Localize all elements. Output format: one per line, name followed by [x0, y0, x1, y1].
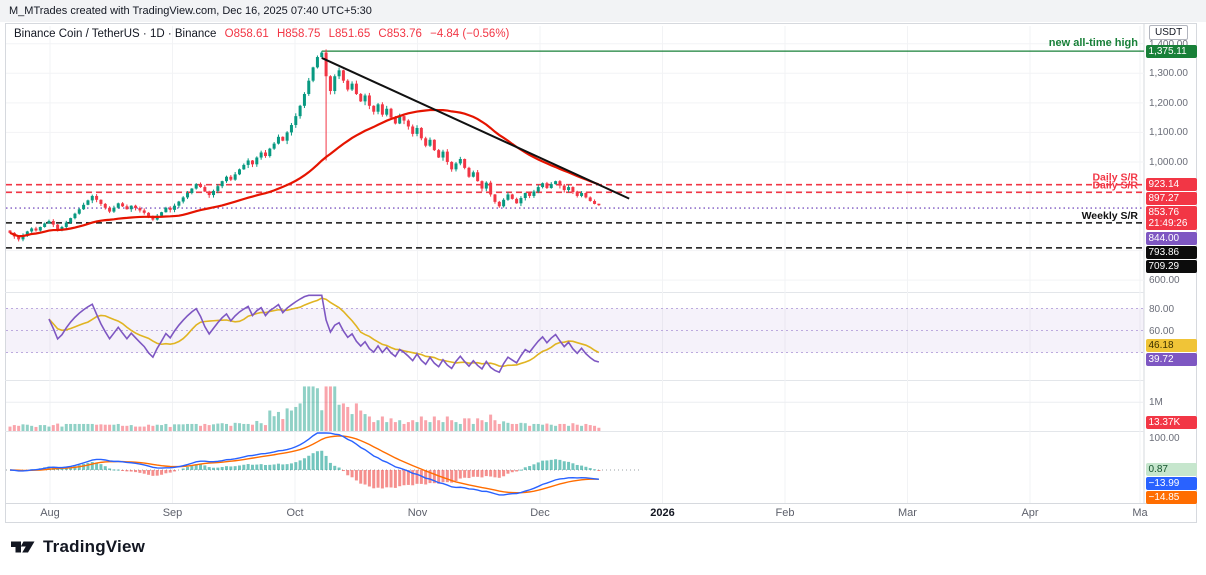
- time-axis-label: Ma: [1132, 507, 1148, 519]
- macd-signal-line: [9, 435, 599, 494]
- ma-line: [9, 108, 600, 238]
- symbol-header: Binance Coin / TetherUS · 1D · Binance O…: [14, 28, 509, 40]
- attribution-text: M_MTrades created with TradingView.com, …: [9, 5, 372, 17]
- tradingview-brand[interactable]: TradingView: [43, 537, 146, 556]
- time-axis[interactable]: Aug Sep Oct Nov Dec 2026 Feb Mar Apr Ma: [5, 505, 1197, 524]
- oscillator-band: [6, 308, 1144, 353]
- time-axis-label: Sep: [162, 507, 183, 519]
- ohlc-open: O858.61: [224, 28, 269, 40]
- time-axis-label: Apr: [1021, 507, 1039, 519]
- time-axis-label: Dec: [530, 507, 550, 519]
- chart-frame: [5, 23, 1197, 523]
- oscillator-fast-line: [48, 294, 600, 374]
- ohlc-change: −4.84 (−0.56%): [430, 28, 510, 40]
- ath-label: new all-time high: [1049, 37, 1139, 49]
- attribution-bar: M_MTrades created with TradingView.com, …: [0, 0, 1206, 22]
- macd-line: [9, 432, 599, 496]
- sr-level-label: Daily S/R: [1092, 172, 1138, 184]
- time-axis-label: Feb: [775, 507, 795, 519]
- sr-level-label: Daily S/R: [1092, 179, 1138, 191]
- time-axis-label: Oct: [286, 507, 304, 519]
- ohlc-high: H858.75: [276, 28, 321, 40]
- sr-level-label: Weekly S/R: [1082, 210, 1139, 222]
- oscillator-slow-line: [48, 297, 600, 368]
- time-axis-label: 2026: [650, 507, 675, 519]
- price-axis-unit: USDT: [1149, 25, 1189, 40]
- ohlc-close: C853.76: [378, 28, 422, 40]
- trendline: [321, 57, 630, 200]
- time-axis-label: Nov: [407, 507, 428, 519]
- symbol-title[interactable]: Binance Coin / TetherUS · 1D · Binance: [14, 28, 217, 40]
- time-axis-label: Mar: [898, 507, 917, 519]
- footer: TradingView: [10, 537, 145, 557]
- ohlc-low: L851.65: [328, 28, 371, 40]
- tradingview-logo-icon[interactable]: [10, 538, 36, 556]
- time-axis-label: Aug: [40, 507, 60, 519]
